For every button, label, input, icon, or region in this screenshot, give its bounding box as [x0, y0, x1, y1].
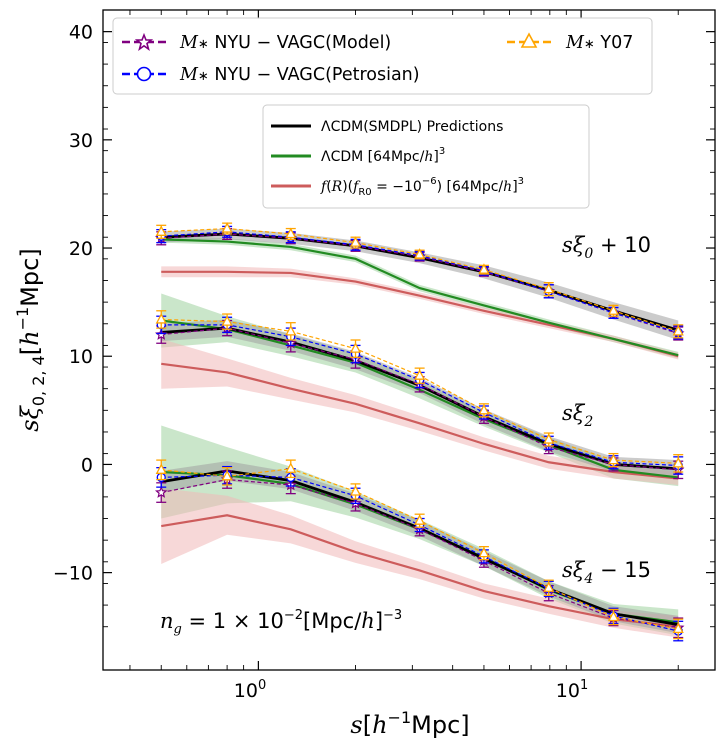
xi4-y07-point	[478, 546, 490, 558]
legend-models-box	[262, 104, 590, 209]
xi0-fr-band	[161, 266, 679, 360]
xi2-fr-line	[161, 362, 679, 480]
y-tick-label: 10	[69, 346, 93, 368]
xi0-lcdm-line	[161, 238, 679, 357]
xi0-y07-point	[672, 324, 684, 336]
xi2-y07-point	[414, 369, 426, 380]
points-layer	[154, 222, 685, 642]
xi2-y07-point	[349, 342, 362, 353]
xi0-y07-point	[285, 227, 297, 239]
y-tick-labels: −10 0 10 20 30 40	[53, 22, 93, 585]
legend-smdpl-label: ΛCDM(SMDPL) Predictions	[321, 119, 503, 135]
xi4-y07-point	[543, 581, 555, 592]
legend-petrosian-label: M∗ NYU − VAGC(Petrosian)	[179, 65, 420, 85]
xi4-y07-point	[155, 463, 167, 474]
xi2-y07-point	[543, 433, 555, 444]
xi2-y07-point	[478, 403, 490, 415]
xi4-y07-point	[672, 622, 684, 634]
xi2-y07-point	[155, 313, 167, 324]
legend-y07-triangle-icon	[520, 32, 538, 48]
xi4-model-point	[154, 485, 168, 498]
xi4-y07-point	[285, 462, 297, 473]
y-tick-label: −10	[53, 563, 93, 585]
xi0-y07-point	[155, 225, 167, 236]
x-axis-title: s[h−1Mpc]	[350, 708, 469, 739]
legend-y07-label: M∗ Y07	[565, 33, 633, 53]
ticks-layer	[103, 10, 715, 670]
xi4-y07-point	[349, 485, 362, 496]
legend-observations-box	[112, 17, 653, 95]
y-tick-label: 40	[69, 22, 93, 44]
xi0-y07-point	[221, 222, 233, 233]
xi4-y07-point	[414, 514, 426, 525]
annotation-xi4: sξ4 − 15	[562, 558, 651, 587]
legend-lcdm-label: ΛCDM [64Mpc/h]3	[321, 146, 445, 165]
xi4-y07-point	[221, 469, 233, 481]
xi2-y07-point	[285, 324, 297, 336]
y-tick-label: 20	[69, 238, 93, 260]
legend-petrosian-circle-icon	[136, 66, 152, 82]
y-tick-label: 0	[81, 454, 93, 476]
legend-model-star-icon	[134, 32, 154, 51]
plot-frame	[102, 9, 716, 671]
xi0-y07-point	[414, 248, 426, 259]
legend-model-label: M∗ NYU − VAGC(Model)	[179, 33, 391, 53]
xi0-smdpl-band	[161, 228, 679, 340]
annotation-density: ng = 1 × 10−2[Mpc/h]−3	[160, 608, 402, 637]
xi4-y07-point	[607, 610, 620, 622]
xi0-y07-point	[607, 304, 620, 315]
xi0-y07-point	[349, 236, 362, 247]
legend-models: ΛCDM(SMDPL) Predictions ΛCDM [64Mpc/h]3 …	[262, 104, 590, 209]
xi2-y07-point	[221, 315, 233, 326]
xi0-y07-point	[478, 263, 490, 274]
x-tick-label-1: 100	[234, 678, 266, 702]
xi4-fr-line	[161, 514, 679, 628]
xi2-y07-point	[672, 456, 684, 468]
x-tick-label-10: 101	[556, 678, 588, 702]
y-axis-title: sξ0, 2, 4[h−1Mpc]	[13, 248, 48, 431]
legend-observations: M∗ NYU − VAGC(Model) M∗ NYU − VAGC(Petro…	[112, 17, 653, 95]
xi0-y07-point	[543, 282, 555, 294]
xi2-y07-point	[607, 453, 620, 465]
y-tick-label: 30	[69, 130, 93, 152]
